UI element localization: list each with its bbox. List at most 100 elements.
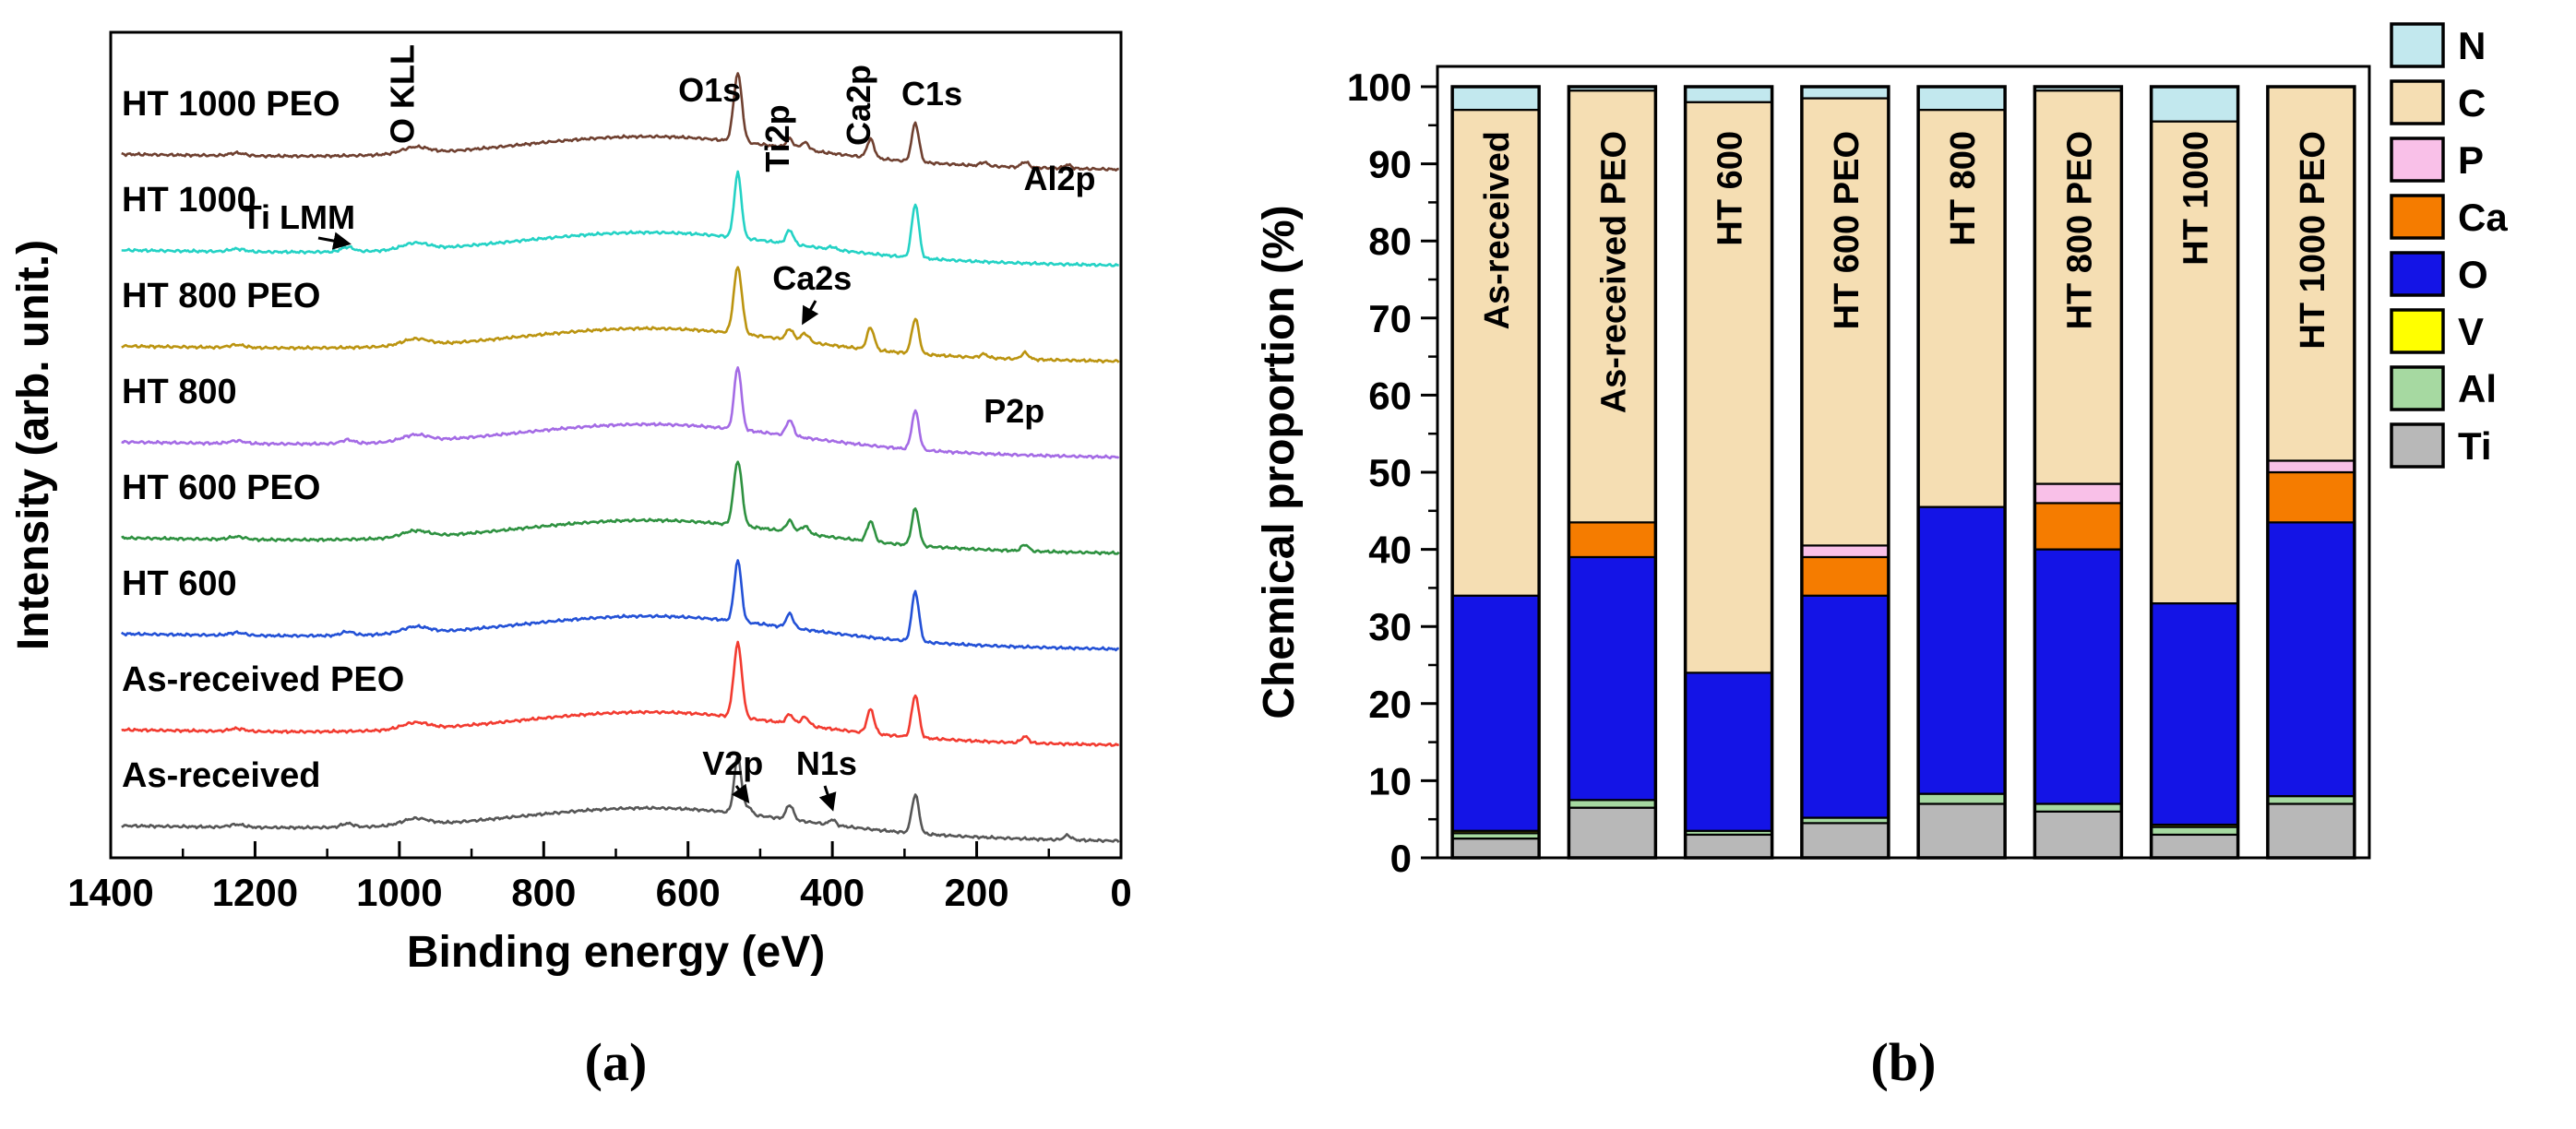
spectrum-ht-800-peo <box>121 266 1120 364</box>
annotation-arrow-ti-lmm <box>317 232 352 250</box>
x-tick-label: 1400 <box>67 871 153 914</box>
x-tick-label: 400 <box>800 871 865 914</box>
bar-label-ht-800-peo: HT 800 PEO <box>2060 131 2099 329</box>
spectrum-ht-600 <box>120 559 1119 652</box>
legend-swatch-al <box>2390 365 2445 411</box>
legend-label-p: P <box>2458 138 2484 182</box>
legend-label-ti: Ti <box>2458 424 2492 468</box>
xps-survey-plot: 1400 1200 1000 800 600 400 200 0 Binding energy … <box>9 30 1132 977</box>
segment-as-received-peo-al <box>1568 799 1657 809</box>
y-tick-label: 70 <box>1368 297 1412 340</box>
x-tick-label: 0 <box>1110 871 1131 914</box>
y-tick-label: 30 <box>1368 605 1412 648</box>
segment-ht-600-peo-ca <box>1800 555 1890 597</box>
segment-ht-1000-ti <box>2150 833 2239 860</box>
bar-label-as-received: As-received <box>1478 131 1517 329</box>
bar-outline-ht-800-peo <box>2033 85 2124 860</box>
bar-outline-ht-1000 <box>2149 85 2240 860</box>
segment-ht-600-peo-ti <box>1800 822 1890 860</box>
segment-ht-600-peo-p <box>1800 544 1890 559</box>
segment-as-received-peo-ca <box>1568 521 1657 559</box>
segment-as-received-peo-ti <box>1568 806 1657 860</box>
legend-label-ca: Ca <box>2458 196 2508 239</box>
legend-label-o: O <box>2458 253 2488 296</box>
y-tick-label: 10 <box>1368 759 1412 802</box>
legend-swatch-ca <box>2390 194 2445 240</box>
y-axis: 0 10 20 30 40 50 60 70 80 90 100 <box>1347 65 1437 880</box>
composition-bar-chart: 0 10 20 30 40 50 60 70 80 90 100 Chemical proportio… <box>1255 22 2508 880</box>
segment-ht-800-ti <box>1917 802 2007 860</box>
peak-label-ca2s: Ca2s <box>772 259 852 297</box>
bar-label-ht-600: HT 600 <box>1711 131 1750 246</box>
y-axis-title: Intensity (arb. unit.) <box>9 240 58 650</box>
segment-as-received-peo-c <box>1568 89 1657 524</box>
segment-ht-800-al <box>1917 792 2007 805</box>
segment-ht-800-o <box>1917 505 2007 795</box>
series-label-as-received: As-received <box>122 756 320 795</box>
series-label-ht-600-peo: HT 600 PEO <box>122 469 320 507</box>
legend-swatch-ti <box>2390 422 2445 469</box>
plot-frame-b <box>1436 65 2371 860</box>
spectrum-as-received-peo <box>121 640 1120 747</box>
segment-ht-1000-peo-o <box>2266 521 2355 798</box>
y-tick-label: 90 <box>1368 143 1412 186</box>
series-label-ht-1000: HT 1000 <box>122 181 256 220</box>
annotation-arrow-v2p <box>731 783 750 804</box>
y-tick-label: 50 <box>1368 451 1412 494</box>
x-tick-label: 600 <box>656 871 721 914</box>
legend-label-al: Al <box>2458 367 2497 410</box>
segment-ht-1000-n <box>2150 85 2239 123</box>
y-tick-label: 100 <box>1347 65 1412 109</box>
legend-swatch-n <box>2390 22 2445 68</box>
x-axis: 1400 1200 1000 800 600 400 200 0 <box>67 841 1132 914</box>
spectrum-ht-600-peo <box>121 460 1120 556</box>
series-label-as-received-peo: As-received PEO <box>122 660 404 699</box>
legend-swatch-c <box>2390 79 2445 125</box>
segment-as-received-o <box>1451 594 1541 832</box>
peak-label-v2p: V2p <box>702 744 763 782</box>
segment-ht-800-peo-c <box>2033 89 2123 485</box>
legend-label-c: C <box>2458 81 2486 125</box>
segment-ht-600-o <box>1684 671 1773 832</box>
annotation-arrow-n1s <box>818 785 837 812</box>
bar-label-ht-600-peo: HT 600 PEO <box>1828 131 1866 329</box>
series-label-ht-800: HT 800 <box>122 373 237 411</box>
segment-ht-800-peo-o <box>2033 548 2123 805</box>
series-label-ht-600: HT 600 <box>122 564 237 603</box>
legend-label-n: N <box>2458 24 2486 67</box>
segment-ht-600-c <box>1684 101 1773 674</box>
segment-ht-800-peo-ti <box>2033 810 2123 860</box>
bar-outline-as-received-peo <box>1567 85 1658 860</box>
segment-ht-1000-peo-p <box>2266 459 2355 474</box>
y-axis-title: Chemical proportion (%) <box>1255 205 1304 719</box>
y-tick-label: 20 <box>1368 683 1412 726</box>
series-label-ht-800-peo: HT 800 PEO <box>122 277 320 315</box>
bar-outline-ht-800 <box>1916 85 2007 860</box>
legend-swatch-v <box>2390 308 2445 354</box>
peak-label-c1s: C1s <box>901 75 962 113</box>
segment-ht-800-peo-ca <box>2033 502 2123 551</box>
annotation-arrow-ca2s <box>802 300 819 326</box>
spectrum-ht-800 <box>121 366 1120 460</box>
peak-label-ca2p: Ca2p <box>840 65 877 146</box>
x-tick-label: 800 <box>511 871 576 914</box>
y-tick-label: 80 <box>1368 220 1412 263</box>
segment-ht-1000-peo-ca <box>2266 470 2355 524</box>
segment-ht-1000-peo-al <box>2266 795 2355 805</box>
bar-outline-ht-600-peo <box>1800 85 1890 860</box>
segment-ht-800-c <box>1917 108 2007 508</box>
spectrum-as-received <box>121 755 1120 844</box>
segment-ht-600-peo-n <box>1800 85 1890 100</box>
legend: NCP Ca OV Al Ti <box>2390 22 2508 469</box>
legend-swatch-p <box>2390 137 2445 183</box>
bar-outline-as-received <box>1450 85 1541 860</box>
segment-as-received-c <box>1451 108 1541 597</box>
segment-ht-600-ti <box>1684 833 1773 860</box>
legend-swatch-o <box>2390 251 2445 297</box>
peak-label-p2p: P2p <box>984 392 1044 430</box>
spectrum-ht-1000 <box>121 170 1119 267</box>
segment-as-received-peo-o <box>1568 555 1657 802</box>
x-tick-label: 200 <box>945 871 1009 914</box>
bar-label-ht-800: HT 800 <box>1944 131 1983 246</box>
